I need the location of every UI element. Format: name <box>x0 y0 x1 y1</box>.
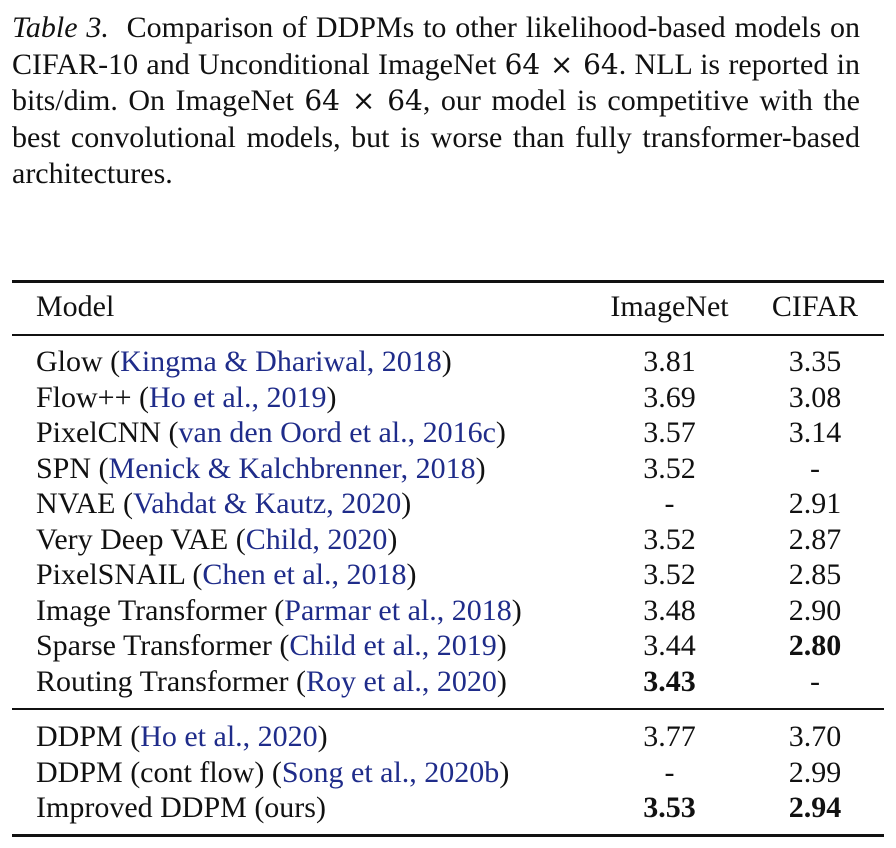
model-name: DDPM <box>36 720 123 753</box>
model-name: PixelCNN <box>36 416 162 449</box>
citation-link[interactable]: Song et al., 2020b <box>281 755 500 789</box>
table-row: DDPM (cont flow) (Song et al., 2020b) - … <box>12 755 884 791</box>
table-header-row: Model ImageNet CIFAR <box>12 289 884 325</box>
caption-text-2: . NLL is reported in bits/dim. On ImageN… <box>12 47 860 118</box>
imagenet-value: 3.69 <box>643 380 696 414</box>
cifar-value: 3.14 <box>788 416 842 449</box>
imagenet-value: 3.44 <box>643 629 696 662</box>
model-name: PixelSNAIL <box>36 558 185 591</box>
imagenet-value: 3.52 <box>643 558 696 591</box>
caption-text-1: Comparison of DDPMs to other likelihood-… <box>12 11 861 81</box>
cifar-value: 2.85 <box>788 558 842 591</box>
cifar-value-best: 2.94 <box>788 791 842 824</box>
caption-label: Table 3. <box>12 11 109 44</box>
table-row: Sparse Transformer (Child et al., 2019) … <box>12 628 884 664</box>
imagenet-value: 3.48 <box>643 593 696 627</box>
header-cifar: CIFAR <box>771 290 859 323</box>
cifar-value: - <box>810 664 820 698</box>
imagenet-value: - <box>664 755 675 789</box>
table-bottom-rule <box>12 834 884 837</box>
model-name: SPN <box>36 451 92 485</box>
model-name: NVAE <box>36 487 116 520</box>
citation-link[interactable]: Vahdat & Kautz, 2020 <box>132 487 402 520</box>
model-name: Very Deep VAE <box>36 522 229 556</box>
citation-link[interactable]: Chen et al., 2018 <box>202 558 407 591</box>
imagenet-value-best: 3.53 <box>643 791 696 824</box>
imagenet-value: 3.77 <box>643 720 696 753</box>
citation-link[interactable]: Menick & Kalchbrenner, 2018 <box>108 451 476 485</box>
imagenet-value: 3.52 <box>643 522 696 556</box>
caption-math-1: 64 × 64 <box>504 47 619 81</box>
imagenet-value: 3.81 <box>643 345 696 378</box>
citation-link[interactable]: Parmar et al., 2018 <box>284 593 512 627</box>
citation-link[interactable]: Child, 2020 <box>245 522 388 556</box>
table-row: Improved DDPM (ours) 3.53 2.94 <box>12 790 884 826</box>
model-name: Routing Transformer <box>36 664 289 698</box>
cifar-value: 2.99 <box>788 755 842 789</box>
cifar-value: 3.08 <box>788 380 842 414</box>
table-row: NVAE (Vahdat & Kautz, 2020) - 2.91 <box>12 486 884 522</box>
table-row: Flow++ (Ho et al., 2019) 3.69 3.08 <box>12 380 884 416</box>
group-divider-rule <box>12 708 884 710</box>
table-row: Routing Transformer (Roy et al., 2020) 3… <box>12 664 884 700</box>
table-caption: Table 3. Comparison of DDPMs to other li… <box>12 10 860 193</box>
table-row: PixelCNN (van den Oord et al., 2016c) 3.… <box>12 415 884 451</box>
citation-link[interactable]: Roy et al., 2020 <box>306 664 497 698</box>
caption-text-3: , our model is competitive with the best… <box>12 84 860 190</box>
table-row: Glow (Kingma & Dhariwal, 2018) 3.81 3.35 <box>12 344 884 380</box>
citation-link[interactable]: Ho et al., 2020 <box>140 720 318 753</box>
table-row: DDPM (Ho et al., 2020) 3.77 3.70 <box>12 719 884 755</box>
cifar-value: 3.70 <box>788 720 842 753</box>
cifar-value-best: 2.80 <box>788 629 842 662</box>
table-row: PixelSNAIL (Chen et al., 2018) 3.52 2.85 <box>12 557 884 593</box>
cifar-value: 2.91 <box>788 487 842 520</box>
table-row: Very Deep VAE (Child, 2020) 3.52 2.87 <box>12 522 884 558</box>
table-row: SPN (Menick & Kalchbrenner, 2018) 3.52 - <box>12 451 884 487</box>
citation-link[interactable]: Child et al., 2019 <box>289 629 497 662</box>
model-name: Glow <box>36 345 103 378</box>
header-rule <box>12 334 884 336</box>
cifar-value: - <box>810 451 820 485</box>
imagenet-value: 3.57 <box>643 416 696 449</box>
caption-math-2: 64 × 64 <box>304 84 423 117</box>
model-name: DDPM (cont flow) <box>36 755 265 789</box>
table-row: Image Transformer (Parmar et al., 2018) … <box>12 593 884 629</box>
imagenet-value: - <box>664 487 675 520</box>
table-top-rule <box>12 280 884 283</box>
imagenet-value: 3.52 <box>643 451 696 485</box>
cifar-value: 2.87 <box>788 522 842 556</box>
model-name: Image Transformer <box>36 593 267 627</box>
citation-link[interactable]: Kingma & Dhariwal, 2018 <box>120 345 442 378</box>
header-model: Model <box>36 290 115 323</box>
citation-link[interactable]: van den Oord et al., 2016c <box>178 416 496 449</box>
imagenet-value-best: 3.43 <box>643 664 696 698</box>
model-name: Flow++ <box>36 380 132 414</box>
citation-link[interactable]: Ho et al., 2019 <box>149 380 327 414</box>
model-name: Improved DDPM (ours) <box>36 791 326 824</box>
header-imagenet: ImageNet <box>610 290 729 323</box>
model-name: Sparse Transformer <box>36 629 272 662</box>
cifar-value: 3.35 <box>788 345 842 378</box>
cifar-value: 2.90 <box>788 593 842 627</box>
